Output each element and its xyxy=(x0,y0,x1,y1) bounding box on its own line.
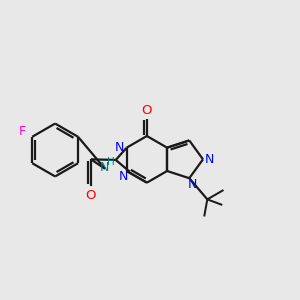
Text: F: F xyxy=(19,125,26,138)
Text: N: N xyxy=(205,153,214,166)
Text: O: O xyxy=(142,104,152,117)
Text: N: N xyxy=(118,170,128,183)
Text: N: N xyxy=(100,160,110,174)
Text: O: O xyxy=(85,189,96,202)
Text: N: N xyxy=(188,178,197,191)
Text: N: N xyxy=(115,140,124,154)
Text: H: H xyxy=(106,158,114,167)
